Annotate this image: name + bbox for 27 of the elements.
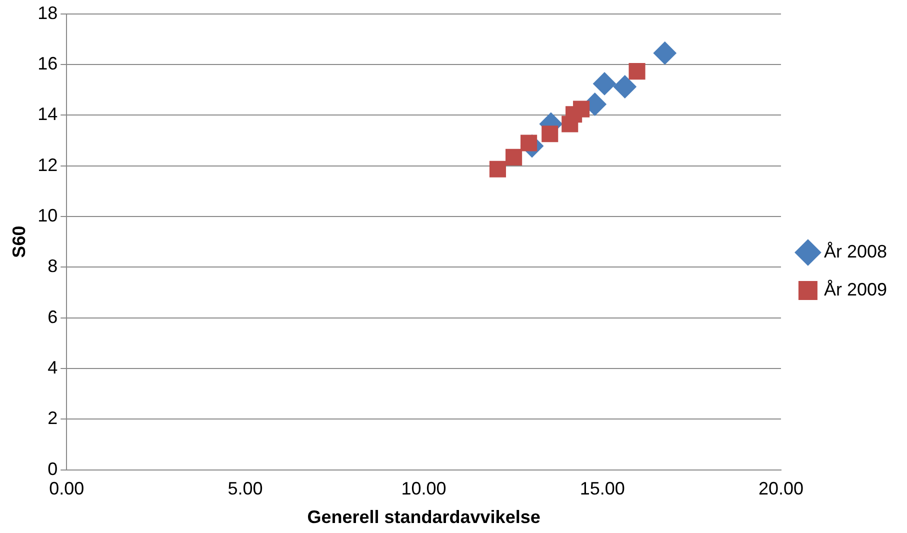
point bbox=[542, 126, 558, 142]
point bbox=[653, 42, 676, 65]
point bbox=[613, 75, 636, 98]
y-tick-label: 10 bbox=[38, 205, 58, 226]
y-axis-title: S60 bbox=[8, 226, 29, 258]
y-tick-label: 16 bbox=[38, 53, 58, 74]
y-tick-label: 4 bbox=[48, 357, 58, 378]
y-tick-label: 14 bbox=[38, 104, 58, 124]
x-tick-label: 15.00 bbox=[580, 478, 625, 499]
y-tick-label: 8 bbox=[48, 256, 58, 276]
legend-label: År 2009 bbox=[824, 279, 888, 300]
y-tick-label: 18 bbox=[38, 2, 58, 23]
legend-label: År 2008 bbox=[824, 241, 888, 262]
y-tick-label: 12 bbox=[38, 154, 58, 175]
y-tick-label: 6 bbox=[48, 306, 58, 327]
x-tick-label: 10.00 bbox=[401, 478, 446, 499]
point bbox=[573, 100, 590, 118]
x-tick-label: 0.00 bbox=[49, 478, 84, 499]
point bbox=[506, 148, 522, 166]
point bbox=[489, 160, 506, 178]
x-tick-label: 20.00 bbox=[758, 478, 804, 499]
y-tick-label: 2 bbox=[48, 408, 58, 428]
y-tick-label: 0 bbox=[48, 458, 58, 479]
point bbox=[593, 72, 616, 96]
point bbox=[628, 63, 646, 80]
x-tick-label: 5.00 bbox=[228, 478, 263, 499]
x-axis-title: Generell standardavvikelse bbox=[307, 507, 540, 528]
